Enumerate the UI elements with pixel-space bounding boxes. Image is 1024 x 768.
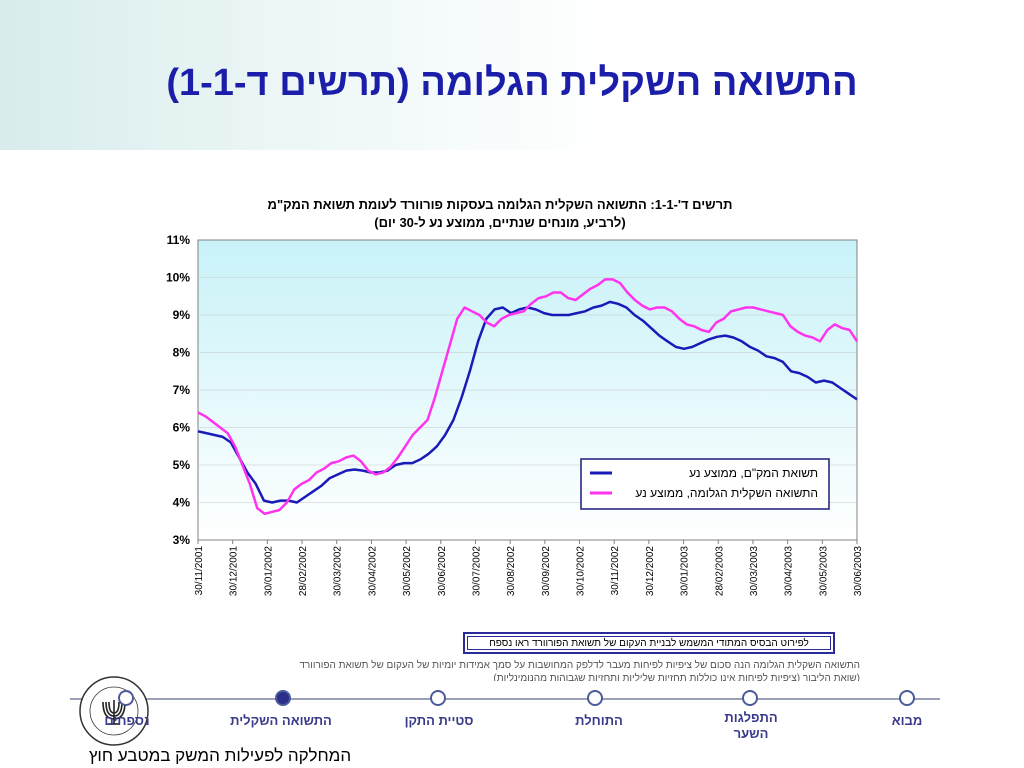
header-band [0,0,1024,150]
x-tick-label: 30/12/2001 [229,546,240,596]
nav-label-shekel-yield[interactable]: התשואה השקלית [230,713,332,728]
x-tick-label: 30/09/2002 [541,546,552,596]
x-tick-label: 30/06/2003 [853,546,864,596]
slide-title: התשואה השקלית הגלומה (תרשים ד-1-1) [166,62,858,104]
footnote-line1: התשואה השקלית הגלומה הנה סכום של ציפיות … [299,660,860,671]
legend-label-mkm: תשואת המק"ם, ממוצע נע [689,466,818,480]
legend: תשואת המק"ם, ממוצע נע התשואה השקלית הגלו… [580,458,830,510]
department-name: המחלקה לפעילות המשק במטבע חוץ [88,746,352,765]
x-tick-label: 28/02/2002 [298,546,309,596]
nav-dot-appendices[interactable] [118,690,134,706]
nav-label-intro[interactable]: מבוא [891,713,923,728]
x-tick-label: 30/03/2003 [749,546,760,596]
x-tick-label: 30/04/2003 [784,546,795,596]
x-tick-label: 30/11/2001 [194,546,205,596]
x-tick-label: 30/05/2003 [818,546,829,596]
nav-label-rate-distribution[interactable]: התפלגות השער [724,710,778,741]
nav-dot-expectation[interactable] [587,690,603,706]
x-tick-label: 30/11/2002 [610,546,621,596]
chart-title: תרשים ד'-1-1: התשואה השקלית הגלומה בעסקו… [190,196,810,232]
x-tick-label: 30/06/2002 [437,546,448,596]
x-tick-label: 30/10/2002 [576,546,587,596]
chart-title-line2: (לרביע, מונחים שנתיים, ממוצע נע ל-30 יום… [374,215,626,230]
x-tick-label: 30/04/2002 [367,546,378,596]
x-tick-label: 30/12/2002 [645,546,656,596]
y-tick-label: 6% [173,421,191,435]
x-tick-label: 30/05/2002 [402,546,413,596]
chart-title-line1: תרשים ד'-1-1: התשואה השקלית הגלומה בעסקו… [267,197,733,212]
footnote: התשואה השקלית הגלומה הנה סכום של ציפיות … [200,659,860,681]
x-tick-label: 30/07/2002 [471,546,482,596]
nav-label-expectation[interactable]: התוחלת [575,713,623,728]
y-tick-label: 8% [173,346,191,360]
x-tick-label: 30/01/2003 [680,546,691,596]
y-tick-label: 5% [173,458,191,472]
y-tick-label: 3% [173,533,191,547]
x-tick-label: 30/08/2002 [506,546,517,596]
y-tick-label: 9% [173,308,191,322]
footnote-line2: (שואת הליבור (ציפיות לפיחות אינן כוללות … [493,673,860,681]
info-box-text: לפירוט הבסיס המתודי המשמש לבניית העקום ש… [467,636,831,650]
y-tick-label: 7% [173,383,191,397]
legend-label-implied: התשואה השקלית הגלומה, ממוצע נע [635,486,818,500]
nav-dot-rate-distribution[interactable] [742,690,758,706]
x-tick-label: 28/02/2003 [714,546,725,596]
y-tick-label: 11% [167,233,191,247]
nav-label-std-dev[interactable]: סטיית התקן [404,713,474,728]
y-tick-label: 4% [173,496,191,510]
nav-dot-shekel-yield[interactable] [275,690,291,706]
series-line-implied-yield [197,278,859,516]
info-box[interactable]: לפירוט הבסיס המתודי המשמש לבניית העקום ש… [463,632,835,654]
nav-label-appendices[interactable]: נספחים [104,713,150,728]
nav-dot-std-dev[interactable] [430,690,446,706]
y-tick-label: 10% [166,271,190,285]
bank-of-israel-logo [79,676,149,746]
x-tick-label: 30/01/2002 [263,546,274,596]
nav-line [70,698,940,700]
nav-dot-intro[interactable] [899,690,915,706]
x-tick-label: 30/03/2002 [333,546,344,596]
